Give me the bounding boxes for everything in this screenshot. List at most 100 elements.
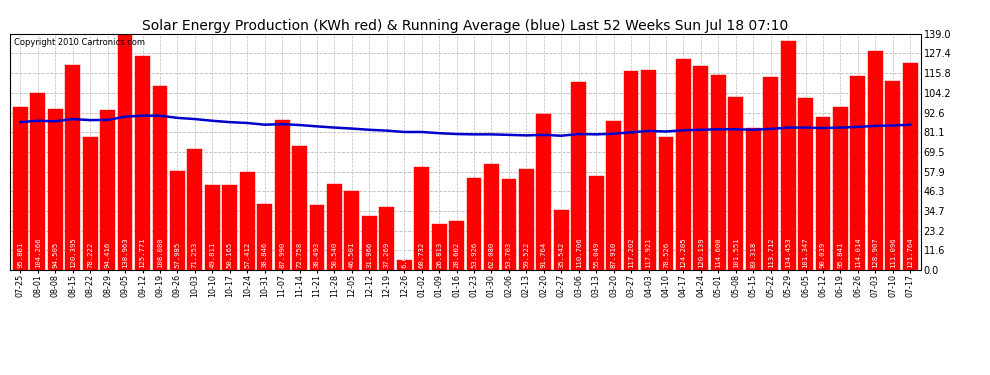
Text: 78.526: 78.526 xyxy=(663,242,669,268)
Text: 71.253: 71.253 xyxy=(192,242,198,268)
Bar xyxy=(152,86,167,270)
Bar xyxy=(519,169,534,270)
Bar xyxy=(571,82,586,270)
Text: 57.985: 57.985 xyxy=(174,242,180,268)
Bar xyxy=(240,172,254,270)
Text: 101.551: 101.551 xyxy=(733,238,739,268)
Text: 31.966: 31.966 xyxy=(366,242,372,268)
Text: 113.712: 113.712 xyxy=(767,238,773,268)
Bar xyxy=(676,59,691,270)
Text: 128.907: 128.907 xyxy=(872,238,878,268)
Bar xyxy=(693,66,708,270)
Bar xyxy=(589,176,604,270)
Bar xyxy=(781,42,796,270)
Bar xyxy=(624,71,639,270)
Text: 35.542: 35.542 xyxy=(558,242,564,268)
Bar xyxy=(362,216,377,270)
Bar xyxy=(292,146,307,270)
Text: 59.522: 59.522 xyxy=(524,242,530,268)
Bar xyxy=(223,185,238,270)
Bar xyxy=(345,191,359,270)
Bar xyxy=(310,205,325,270)
Text: 104.266: 104.266 xyxy=(35,238,41,268)
Text: 72.758: 72.758 xyxy=(297,242,303,268)
Bar xyxy=(606,121,621,270)
Bar xyxy=(118,34,133,270)
Text: 55.049: 55.049 xyxy=(593,242,599,268)
Bar xyxy=(833,107,847,270)
Bar xyxy=(135,56,149,270)
Bar xyxy=(274,120,289,270)
Bar xyxy=(397,260,412,270)
Bar xyxy=(466,178,481,270)
Text: 114.600: 114.600 xyxy=(716,238,722,268)
Bar xyxy=(745,128,760,270)
Bar xyxy=(379,207,394,270)
Bar xyxy=(449,221,464,270)
Text: 46.501: 46.501 xyxy=(348,242,354,268)
Bar xyxy=(711,75,726,270)
Text: 124.205: 124.205 xyxy=(680,238,686,268)
Text: 117.202: 117.202 xyxy=(628,238,634,268)
Bar xyxy=(83,137,98,270)
Bar xyxy=(850,76,865,270)
Text: 95.861: 95.861 xyxy=(18,242,24,268)
Bar xyxy=(537,114,551,270)
Text: 53.926: 53.926 xyxy=(471,242,477,268)
Text: 121.764: 121.764 xyxy=(907,238,913,268)
Bar xyxy=(100,110,115,270)
Bar xyxy=(885,81,900,270)
Text: 111.096: 111.096 xyxy=(890,238,896,268)
Text: 120.395: 120.395 xyxy=(69,238,75,268)
Text: 114.014: 114.014 xyxy=(855,238,861,268)
Text: 94.416: 94.416 xyxy=(105,242,111,268)
Bar xyxy=(798,98,813,270)
Bar xyxy=(31,93,46,270)
Text: 91.764: 91.764 xyxy=(541,242,546,268)
Text: 78.222: 78.222 xyxy=(87,242,93,268)
Bar xyxy=(729,98,743,270)
Bar xyxy=(484,165,499,270)
Text: 83.318: 83.318 xyxy=(750,242,756,268)
Bar xyxy=(205,185,220,270)
Text: 37.269: 37.269 xyxy=(384,242,390,268)
Text: 110.706: 110.706 xyxy=(576,238,582,268)
Bar xyxy=(65,65,80,270)
Text: 28.602: 28.602 xyxy=(453,242,459,268)
Text: 49.811: 49.811 xyxy=(209,242,215,268)
Bar xyxy=(13,107,28,270)
Bar xyxy=(868,51,883,270)
Bar xyxy=(502,179,517,270)
Text: Copyright 2010 Cartronics.com: Copyright 2010 Cartronics.com xyxy=(15,39,146,48)
Text: 62.080: 62.080 xyxy=(488,242,494,268)
Text: 57.412: 57.412 xyxy=(245,242,250,268)
Bar xyxy=(642,70,656,270)
Text: 117.921: 117.921 xyxy=(645,238,651,268)
Text: 87.910: 87.910 xyxy=(611,242,617,268)
Text: 87.990: 87.990 xyxy=(279,242,285,268)
Bar xyxy=(658,136,673,270)
Text: 94.505: 94.505 xyxy=(52,242,58,268)
Bar xyxy=(414,167,429,270)
Text: 50.165: 50.165 xyxy=(227,242,233,268)
Text: 138.963: 138.963 xyxy=(122,238,128,268)
Bar xyxy=(327,184,342,270)
Text: 120.139: 120.139 xyxy=(698,238,704,268)
Text: 50.540: 50.540 xyxy=(332,242,338,268)
Bar xyxy=(903,63,918,270)
Bar xyxy=(257,204,272,270)
Text: 26.813: 26.813 xyxy=(437,242,443,268)
Text: 38.846: 38.846 xyxy=(261,242,267,268)
Text: 125.771: 125.771 xyxy=(140,238,146,268)
Text: 101.347: 101.347 xyxy=(803,238,809,268)
Text: 134.453: 134.453 xyxy=(785,238,791,268)
Text: 90.039: 90.039 xyxy=(820,242,826,268)
Text: 95.841: 95.841 xyxy=(838,242,843,268)
Bar xyxy=(553,210,568,270)
Text: 60.732: 60.732 xyxy=(419,242,425,268)
Title: Solar Energy Production (KWh red) & Running Average (blue) Last 52 Weeks Sun Jul: Solar Energy Production (KWh red) & Runn… xyxy=(143,19,788,33)
Bar xyxy=(816,117,831,270)
Text: 38.493: 38.493 xyxy=(314,242,320,268)
Bar xyxy=(432,224,446,270)
Text: 53.703: 53.703 xyxy=(506,242,512,268)
